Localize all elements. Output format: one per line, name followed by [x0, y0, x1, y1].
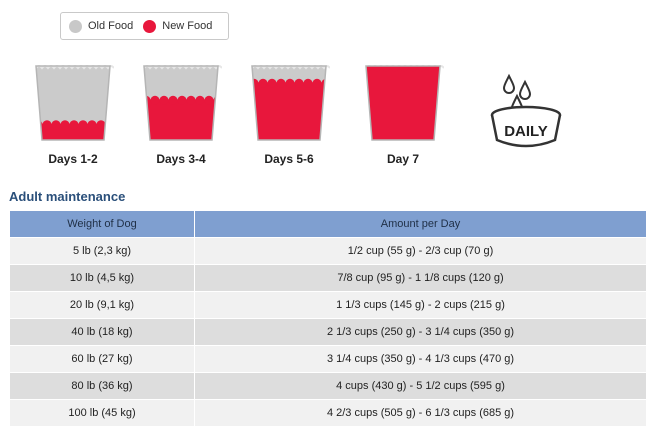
- legend-item-old-food: Old Food: [69, 19, 134, 33]
- table-row: 80 lb (36 kg) 4 cups (430 g) - 5 1/2 cups…: [9, 372, 647, 400]
- glass-label: Days 5-6: [264, 152, 314, 166]
- table-row: 100 lb (45 kg) 4 2/3 cups (505 g) - 6 1/3…: [9, 399, 647, 427]
- header-weight: Weight of Dog: [9, 210, 195, 238]
- weight-cell: 80 lb (36 kg): [9, 372, 195, 400]
- amount-cell: 1/2 cup (55 g) - 2/3 cup (70 g): [194, 237, 647, 265]
- new-food-kibble: [312, 78, 322, 88]
- glass-icon: [365, 65, 444, 141]
- legend-label-old-food: Old Food: [88, 20, 134, 32]
- legend-item-new-food: New Food: [143, 19, 213, 33]
- new-food-kibble: [285, 78, 295, 88]
- table-row: 10 lb (4,5 kg) 7/8 cup (95 g) - 1 1/8 cup…: [9, 264, 647, 292]
- glass-outline: [143, 65, 219, 141]
- weight-cell: 20 lb (9,1 kg): [9, 291, 195, 319]
- glass-icon: [251, 65, 330, 141]
- glass-outline: [35, 65, 111, 141]
- feeding-table: Weight of Dog Amount per Day 5 lb (2,3 k…: [9, 210, 647, 427]
- table-row: 20 lb (9,1 kg) 1 1/3 cups (145 g) - 2 cup…: [9, 291, 647, 319]
- new-food-kibble: [276, 78, 286, 88]
- amount-cell: 3 1/4 cups (350 g) - 4 1/3 cups (470 g): [194, 345, 647, 373]
- amount-cell: 2 1/3 cups (250 g) - 3 1/4 cups (350 g): [194, 318, 647, 346]
- weight-cell: 5 lb (2,3 kg): [9, 237, 195, 265]
- glass-label: Days 3-4: [156, 152, 206, 166]
- glass-icon: [143, 65, 222, 141]
- new-food-kibble: [426, 66, 436, 72]
- old-food-swatch: [69, 19, 82, 33]
- new-food-fill: [144, 99, 218, 140]
- food-legend: Old Food New Food: [60, 12, 229, 40]
- new-food-kibble: [417, 66, 427, 72]
- new-food-kibble: [60, 120, 70, 130]
- header-amount: Amount per Day: [194, 210, 647, 238]
- new-food-kibble: [366, 66, 373, 72]
- new-food-kibble: [381, 66, 391, 72]
- section-title: Adult maintenance: [9, 189, 126, 204]
- table-header-row: Weight of Dog Amount per Day: [9, 210, 647, 238]
- new-food-kibble: [372, 66, 382, 72]
- table-row: 40 lb (18 kg) 2 1/3 cups (250 g) - 3 1/4 …: [9, 318, 647, 346]
- amount-cell: 4 cups (430 g) - 5 1/2 cups (595 g): [194, 372, 647, 400]
- new-food-kibble: [159, 95, 169, 105]
- new-food-kibble: [435, 66, 440, 72]
- new-food-kibble: [78, 120, 88, 130]
- glass-3: Days 5-6: [244, 60, 334, 166]
- new-food-kibble: [303, 78, 313, 88]
- new-food-kibble: [105, 120, 110, 130]
- glass-1: Days 1-2: [28, 60, 118, 166]
- weight-cell: 60 lb (27 kg): [9, 345, 195, 373]
- new-food-kibble: [69, 120, 79, 130]
- table-row: 60 lb (27 kg) 3 1/4 cups (350 g) - 4 1/3 …: [9, 345, 647, 373]
- new-food-kibble: [258, 78, 268, 88]
- amount-cell: 7/8 cup (95 g) - 1 1/8 cups (120 g): [194, 264, 647, 292]
- new-food-kibble: [168, 95, 178, 105]
- new-food-kibble: [96, 120, 106, 130]
- weight-cell: 100 lb (45 kg): [9, 399, 195, 427]
- new-food-kibble: [150, 95, 160, 105]
- new-food-kibble: [399, 66, 409, 72]
- table-row: 5 lb (2,3 kg) 1/2 cup (55 g) - 2/3 cup (7…: [9, 237, 647, 265]
- new-food-swatch: [143, 19, 157, 33]
- glass-icon: [35, 65, 114, 141]
- daily-badge-text: DAILY: [504, 123, 548, 140]
- new-food-kibble: [87, 120, 97, 130]
- new-food-kibble: [267, 78, 277, 88]
- new-food-kibble: [186, 95, 196, 105]
- amount-cell: 1 1/3 cups (145 g) - 2 cups (215 g): [194, 291, 647, 319]
- new-food-kibble: [204, 95, 214, 105]
- new-food-kibble: [195, 95, 205, 105]
- legend-label-new-food: New Food: [162, 20, 213, 32]
- glass-4: Day 7: [358, 60, 448, 166]
- new-food-kibble: [51, 120, 61, 130]
- glass-label: Days 1-2: [48, 152, 98, 166]
- glass-2: Days 3-4: [136, 60, 226, 166]
- weight-cell: 10 lb (4,5 kg): [9, 264, 195, 292]
- glass-outline: [365, 65, 441, 141]
- new-food-kibble: [177, 95, 187, 105]
- new-food-kibble: [390, 66, 400, 72]
- glass-outline: [251, 65, 327, 141]
- new-food-fill: [252, 82, 326, 140]
- new-food-kibble: [408, 66, 418, 72]
- glass-label: Day 7: [386, 152, 420, 166]
- new-food-kibble: [294, 78, 304, 88]
- water-bowl-icon: DAILY: [487, 72, 565, 152]
- weight-cell: 40 lb (18 kg): [9, 318, 195, 346]
- amount-cell: 4 2/3 cups (505 g) - 6 1/3 cups (685 g): [194, 399, 647, 427]
- new-food-kibble: [42, 120, 52, 130]
- new-food-fill: [366, 66, 440, 140]
